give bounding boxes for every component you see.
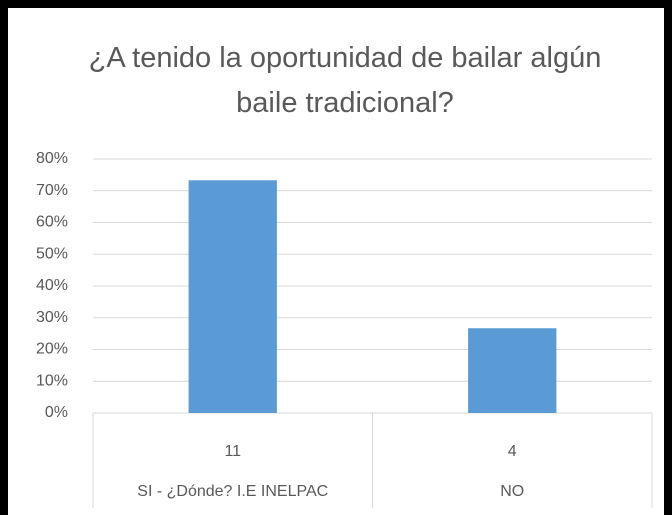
y-tick-label: 60%	[36, 214, 68, 231]
x-tick-label: SI - ¿Dónde? I.E INELPAC	[137, 483, 328, 500]
x-count-label: 4	[508, 443, 517, 460]
y-tick-label: 0%	[45, 404, 68, 421]
bar	[188, 180, 277, 413]
y-tick-label: 80%	[36, 150, 68, 167]
bar	[468, 328, 557, 413]
y-tick-label: 20%	[36, 341, 68, 358]
x-count-label: 11	[224, 443, 241, 460]
y-tick-label: 50%	[36, 245, 68, 262]
chart-area	[8, 8, 664, 515]
x-tick-label: NO	[500, 483, 524, 500]
y-tick-label: 30%	[36, 309, 68, 326]
y-tick-label: 40%	[36, 277, 68, 294]
y-tick-label: 70%	[36, 182, 68, 199]
y-tick-label: 10%	[36, 372, 68, 389]
chart-title: ¿A tenido la oportunidad de bailar algún…	[88, 42, 602, 119]
